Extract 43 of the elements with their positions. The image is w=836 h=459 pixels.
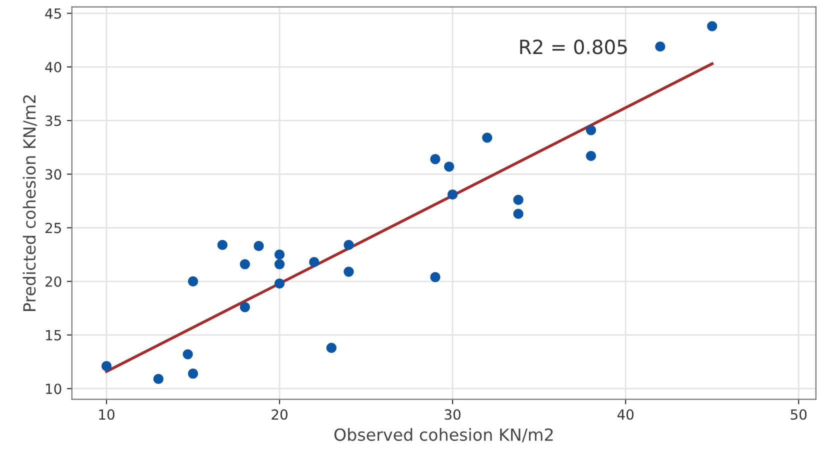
y-tick-label: 40	[45, 62, 62, 72]
point	[430, 154, 440, 164]
y-axis-title: Predicted cohesion KN/m2	[22, 95, 38, 311]
y-tick-label: 25	[46, 222, 61, 234]
x-tick-label: 30	[444, 409, 460, 420]
point	[513, 208, 524, 219]
point	[447, 189, 458, 200]
point	[482, 132, 492, 143]
y-tick-label: 20	[46, 276, 62, 287]
y-tick-label: 45	[45, 8, 61, 19]
y-tick-label: 10	[46, 384, 62, 394]
point	[344, 266, 354, 277]
y-tick-label: 35	[46, 116, 61, 126]
point	[344, 240, 354, 250]
point	[153, 374, 164, 384]
point	[274, 249, 285, 260]
point	[188, 368, 198, 379]
point	[217, 240, 228, 250]
point	[274, 259, 285, 270]
point	[430, 272, 440, 282]
point	[254, 240, 264, 252]
point	[707, 21, 718, 32]
point	[586, 125, 596, 136]
x-axis-title: Observed cohesion KN/m2	[334, 428, 553, 442]
point	[101, 361, 112, 372]
point	[513, 194, 524, 205]
point	[240, 302, 250, 312]
y-tick-label: 15	[46, 330, 61, 340]
x-tick-label: 20	[272, 409, 288, 420]
x-tick-label: 40	[617, 409, 634, 420]
point	[444, 162, 454, 172]
point	[326, 342, 337, 353]
point	[182, 349, 193, 360]
point	[586, 150, 596, 162]
point	[655, 41, 666, 52]
point	[274, 278, 285, 289]
x-tick-label: 50	[790, 409, 807, 420]
annotation: R2 = 0.805	[520, 40, 627, 54]
point	[188, 276, 198, 286]
point	[240, 259, 250, 270]
y-tick-label: 30	[46, 169, 62, 180]
point	[309, 256, 320, 268]
x-tick-label: 10	[99, 409, 114, 420]
